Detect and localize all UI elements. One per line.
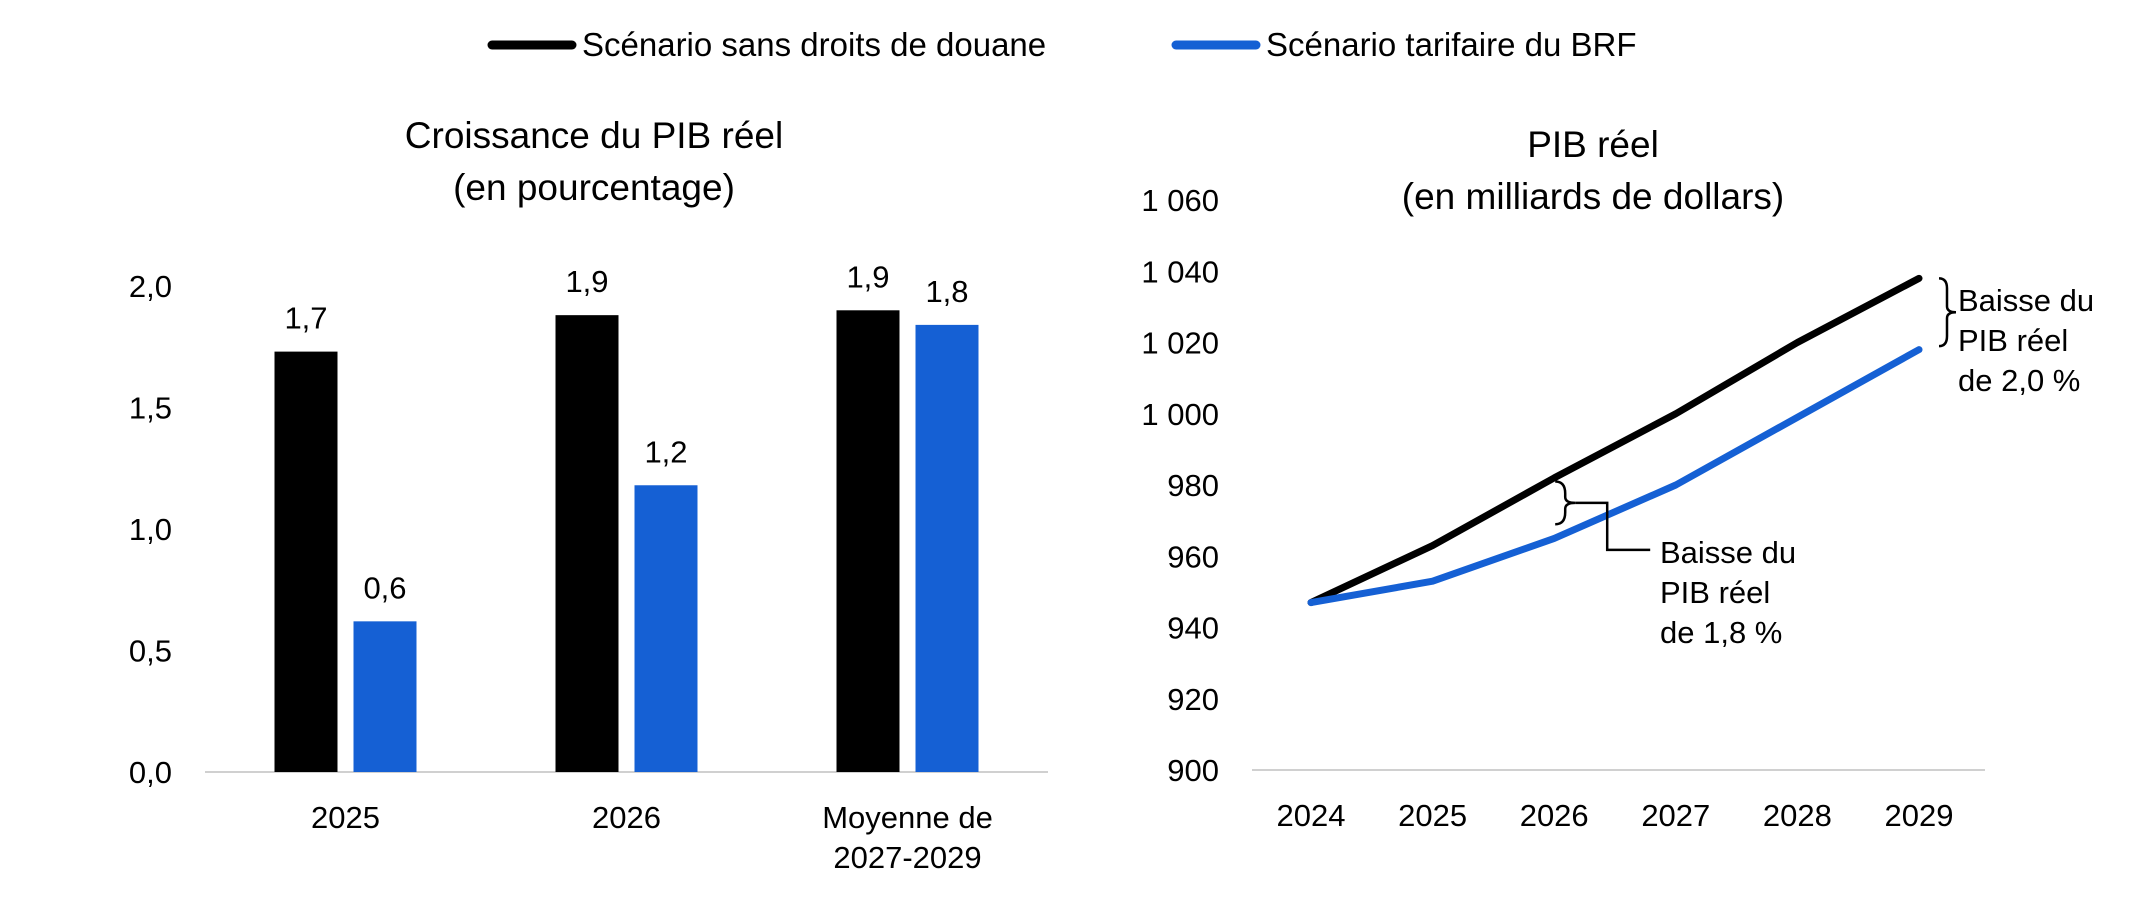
y-tick-label: 980: [1167, 468, 1219, 503]
annotation-bracket: [1555, 480, 1576, 526]
annotation-text: de 1,8 %: [1660, 615, 1782, 650]
series-line: [1307, 346, 1923, 607]
y-tick-label: 900: [1167, 753, 1219, 788]
y-tick-label: 1 000: [1141, 397, 1219, 432]
y-tick-label: 920: [1167, 682, 1219, 717]
y-tick-label: 2,0: [129, 269, 172, 304]
bar: [915, 324, 979, 772]
y-tick-label: 1,0: [129, 512, 172, 547]
x-tick-label: 2029: [1885, 798, 1954, 833]
y-tick-label: 960: [1167, 539, 1219, 574]
chart-title: PIB réel: [1527, 124, 1659, 165]
y-tick-label: 0,5: [129, 634, 172, 669]
y-tick-label: 0,0: [129, 755, 172, 790]
x-tick-label: 2026: [1520, 798, 1589, 833]
data-label: 0,6: [363, 570, 406, 605]
series-line: [1307, 274, 1923, 607]
x-tick-label: 2025: [1398, 798, 1467, 833]
data-label: 1,8: [925, 274, 968, 309]
annotation-text: PIB réel: [1958, 323, 2068, 358]
y-tick-label: 1,5: [129, 391, 172, 426]
data-label: 1,9: [846, 259, 889, 294]
x-tick-label: 2027: [1641, 798, 1710, 833]
bar: [274, 351, 338, 772]
annotation-text: Baisse du: [1958, 283, 2094, 318]
chart-title: (en pourcentage): [453, 167, 735, 208]
y-tick-label: 1 020: [1141, 326, 1219, 361]
x-tick-label: 2028: [1763, 798, 1832, 833]
annotation-text: de 2,0 %: [1958, 363, 2080, 398]
data-label: 1,7: [284, 301, 327, 336]
annotation-text: PIB réel: [1660, 575, 1770, 610]
y-tick-label: 940: [1167, 611, 1219, 646]
x-tick-label: 2025: [311, 800, 380, 835]
line-chart: PIB réel (en milliards de dollars) 900 920 9…: [1141, 124, 2094, 833]
bar-chart: Croissance du PIB réel (en pourcentage) 0,…: [129, 115, 1048, 875]
legend-label: Scénario sans droits de douane: [582, 26, 1046, 63]
bar: [836, 310, 900, 772]
x-tick-label: Moyenne de: [822, 800, 993, 835]
annotation-text: Baisse du: [1660, 535, 1796, 570]
chart-title: Croissance du PIB réel: [405, 115, 783, 156]
y-tick-label: 1 060: [1141, 183, 1219, 218]
chart-title: (en milliards de dollars): [1402, 176, 1784, 217]
x-tick-label: 2027-2029: [833, 840, 981, 875]
annotation-bracket: [1938, 277, 1957, 348]
x-tick-label: 2026: [592, 800, 661, 835]
x-tick-label: 2024: [1277, 798, 1346, 833]
legend-label: Scénario tarifaire du BRF: [1266, 26, 1637, 63]
y-tick-label: 1 040: [1141, 254, 1219, 289]
data-label: 1,9: [565, 264, 608, 299]
data-label: 1,2: [644, 434, 687, 469]
bar: [634, 485, 698, 772]
legend: Scénario sans droits de douane Scénario t…: [487, 26, 1637, 63]
bar: [555, 315, 619, 772]
annotation-leader: [1575, 501, 1651, 552]
bar: [353, 621, 417, 772]
